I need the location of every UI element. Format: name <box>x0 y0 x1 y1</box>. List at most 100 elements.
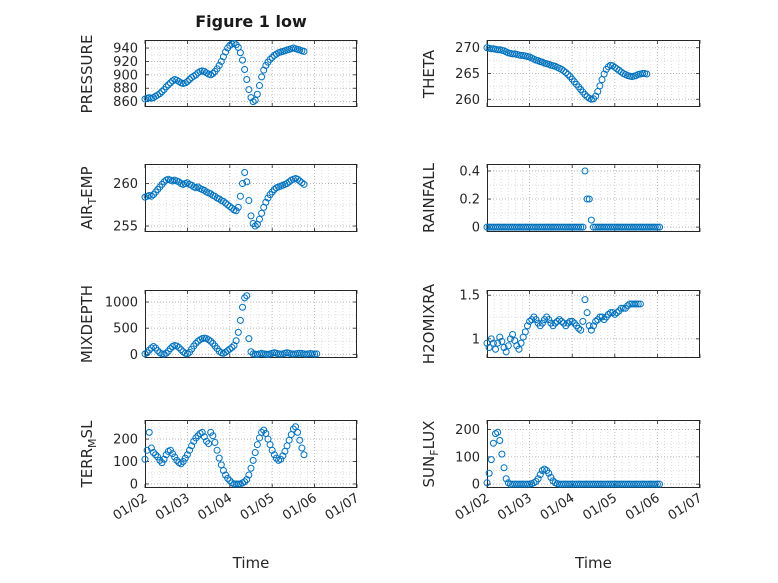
data-point-marker <box>547 473 555 481</box>
data-point-marker <box>245 471 253 479</box>
ylabel-text: AIR <box>78 204 96 230</box>
data-point-marker <box>523 480 531 488</box>
data-point-marker <box>592 317 600 325</box>
data-point-marker <box>568 317 576 325</box>
data-point-marker <box>236 192 244 200</box>
y-tick-label: 920 <box>113 55 138 70</box>
data-point-marker <box>198 428 206 436</box>
plot-area-mixdepth: 0 500 1000 <box>105 290 358 363</box>
subplot-pressure: PRESSURE 860 880 900 920 940 <box>78 34 358 113</box>
data-point-marker <box>255 82 263 90</box>
data-point-marker <box>562 68 570 76</box>
y-tick-label: 940 <box>113 42 138 57</box>
data-point-marker <box>656 223 664 231</box>
data-point-marker <box>313 350 321 358</box>
data-point-marker <box>224 474 232 482</box>
data-point-marker <box>192 71 200 79</box>
data-point-marker <box>590 322 597 330</box>
data-point-marker <box>538 319 546 327</box>
y-tick-label: 0 <box>472 478 480 493</box>
data-point-marker <box>294 428 302 436</box>
y-tick-label: 1 <box>472 332 480 347</box>
data-point-marker <box>149 449 157 457</box>
data-point-marker <box>581 91 589 99</box>
subplot-rainfall: RAINFALL 0 0.2 0.4 <box>420 163 701 236</box>
y-tick-label: 1.5 <box>459 289 480 304</box>
data-point-marker <box>141 455 149 463</box>
data-point-marker <box>215 454 223 462</box>
x-tick-label: 01/03 <box>153 491 193 524</box>
data-point-marker <box>239 180 247 188</box>
data-point-marker <box>506 335 514 343</box>
data-point-marker <box>207 337 215 345</box>
data-point-marker <box>651 480 659 488</box>
data-point-marker <box>173 342 181 350</box>
data-point-marker <box>496 436 504 444</box>
data-point-marker <box>255 215 263 223</box>
y-tick-label: 100 <box>113 455 138 470</box>
data-point-marker <box>145 346 153 354</box>
data-point-marker <box>239 303 247 311</box>
data-point-marker <box>611 310 619 318</box>
axes-box <box>145 40 357 107</box>
data-point-marker <box>149 342 157 350</box>
data-point-marker <box>492 345 500 353</box>
data-point-marker <box>583 195 591 203</box>
axes-box <box>487 290 700 358</box>
x-tick-label: 01/05 <box>580 491 620 524</box>
x-tick-label: 01/05 <box>238 491 278 524</box>
data-point-marker <box>560 67 568 75</box>
data-point-marker <box>496 333 504 341</box>
data-point-marker <box>215 61 223 69</box>
data-point-marker <box>553 317 561 325</box>
data-point-marker <box>296 436 304 444</box>
data-point-marker <box>632 300 640 308</box>
data-point-marker <box>258 209 266 217</box>
axes-box <box>487 164 700 232</box>
data-point-marker <box>268 446 276 454</box>
data-point-marker <box>241 478 249 486</box>
data-point-marker <box>643 70 651 78</box>
data-point-marker <box>300 47 308 55</box>
data-point-marker <box>192 434 200 442</box>
data-point-marker <box>186 76 194 84</box>
data-point-marker <box>264 194 272 202</box>
data-point-marker <box>177 460 185 468</box>
ylabel-subscript: F <box>428 449 441 456</box>
data-point-marker <box>294 175 302 183</box>
data-point-marker <box>194 432 202 440</box>
data-point-marker <box>209 432 217 440</box>
ylabel-text: TERR <box>78 447 96 488</box>
data-point-marker <box>245 335 253 343</box>
y-tick-label: 900 <box>113 68 138 83</box>
data-point-marker <box>596 82 604 90</box>
data-point-marker <box>517 51 525 59</box>
data-point-marker <box>249 456 257 464</box>
y-tick-label: 0 <box>130 477 138 492</box>
y-axis-label-pressure: PRESSURE <box>77 4 97 144</box>
data-point-marker <box>579 317 587 325</box>
data-point-marker <box>162 83 170 91</box>
x-tick-label: 01/07 <box>666 491 706 524</box>
data-point-marker <box>545 469 553 477</box>
data-point-marker <box>160 455 168 463</box>
data-point-marker <box>234 480 242 488</box>
data-point-marker <box>245 86 253 94</box>
data-point-marker <box>241 169 249 176</box>
data-point-marker <box>566 317 574 325</box>
x-axis-label-left: Time <box>232 554 270 572</box>
data-point-marker <box>166 79 174 87</box>
y-tick-label: 265 <box>455 67 480 82</box>
axes-box <box>487 40 700 107</box>
data-point-marker <box>200 433 208 441</box>
data-point-marker <box>651 223 659 231</box>
data-point-marker <box>156 90 164 98</box>
data-point-marker <box>583 309 591 317</box>
data-point-marker <box>494 428 502 436</box>
data-point-marker <box>205 440 213 448</box>
data-point-marker <box>209 70 217 77</box>
data-point-marker <box>555 316 563 324</box>
plot-area-sunflux: 0 100 200 01/02 01/03 01/04 01/05 01/06 01/07 <box>453 420 705 524</box>
data-point-marker <box>251 96 259 104</box>
data-point-marker <box>164 81 172 89</box>
